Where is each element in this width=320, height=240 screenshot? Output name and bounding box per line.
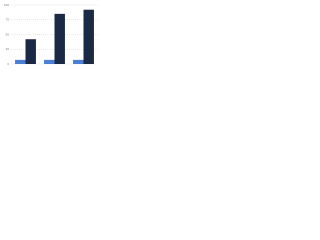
bar xyxy=(15,59,26,64)
y-tick-label: 75 xyxy=(6,18,10,22)
bar xyxy=(25,39,36,64)
y-tick-label: 100 xyxy=(4,3,9,7)
y-tick-label: 0 xyxy=(7,62,9,66)
y-tick-label: 25 xyxy=(6,47,10,51)
bar xyxy=(44,59,55,64)
bar xyxy=(54,13,65,65)
bar xyxy=(73,59,84,64)
chart: 0 25 50 75 100 xyxy=(4,3,98,66)
y-tick-label: 50 xyxy=(6,32,10,36)
bar xyxy=(83,9,94,64)
